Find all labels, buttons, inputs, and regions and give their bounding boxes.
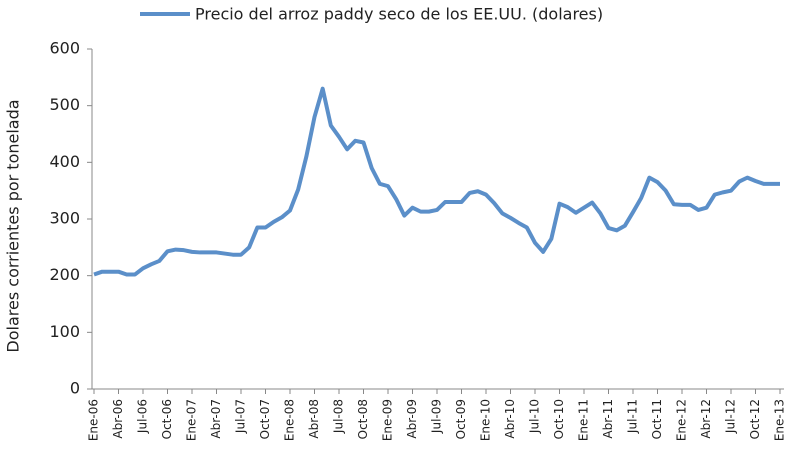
y-tick-label: 200 — [49, 265, 80, 284]
x-tick-label: Ene-13 — [773, 399, 787, 441]
x-tick-label: Jul-08 — [332, 399, 346, 434]
x-tick-label: Ene-06 — [87, 399, 101, 441]
y-tick-label: 600 — [49, 39, 80, 58]
x-tick-label: Jul-10 — [528, 399, 542, 434]
x-tick-label: Abr-10 — [503, 399, 517, 439]
legend-label: Precio del arroz paddy seco de los EE.UU… — [195, 5, 603, 24]
x-tick-label: Oct-08 — [356, 399, 370, 439]
x-tick-label: Ene-09 — [381, 399, 395, 441]
y-tick-label: 500 — [49, 95, 80, 114]
x-tick-label: Oct-06 — [160, 399, 174, 439]
x-tick-label: Oct-10 — [552, 399, 566, 439]
x-tick-label: Abr-08 — [307, 399, 321, 439]
y-tick-label: 100 — [49, 322, 80, 341]
x-tick-label: Abr-12 — [699, 399, 713, 439]
y-tick-label: 300 — [49, 209, 80, 228]
x-tick-label: Ene-07 — [185, 399, 199, 441]
x-tick-label: Abr-09 — [405, 399, 419, 439]
y-tick-label: 0 — [70, 379, 80, 398]
y-axis-label: Dolares corrientes por tonelada — [4, 99, 23, 352]
x-tick-label: Ene-11 — [577, 399, 591, 441]
x-tick-label: Abr-11 — [601, 399, 615, 439]
x-tick-label: Abr-07 — [209, 399, 223, 439]
x-tick-label: Jul-07 — [234, 399, 248, 434]
data-line — [93, 86, 780, 277]
x-tick-label: Oct-07 — [258, 399, 272, 439]
x-tick-label: Jul-12 — [724, 399, 738, 434]
x-tick-label: Ene-12 — [675, 399, 689, 441]
x-tick-label: Abr-06 — [111, 399, 125, 439]
y-tick-label: 400 — [49, 152, 80, 171]
x-tick-label: Oct-12 — [748, 399, 762, 439]
x-tick-label: Ene-10 — [479, 399, 493, 441]
x-tick-label: Ene-08 — [283, 399, 297, 441]
x-tick-label: Oct-11 — [650, 399, 664, 439]
x-tick-label: Jul-06 — [136, 399, 150, 434]
x-tick-label: Jul-09 — [430, 399, 444, 434]
x-tick-label: Oct-09 — [454, 399, 468, 439]
x-tick-label: Jul-11 — [626, 399, 640, 434]
